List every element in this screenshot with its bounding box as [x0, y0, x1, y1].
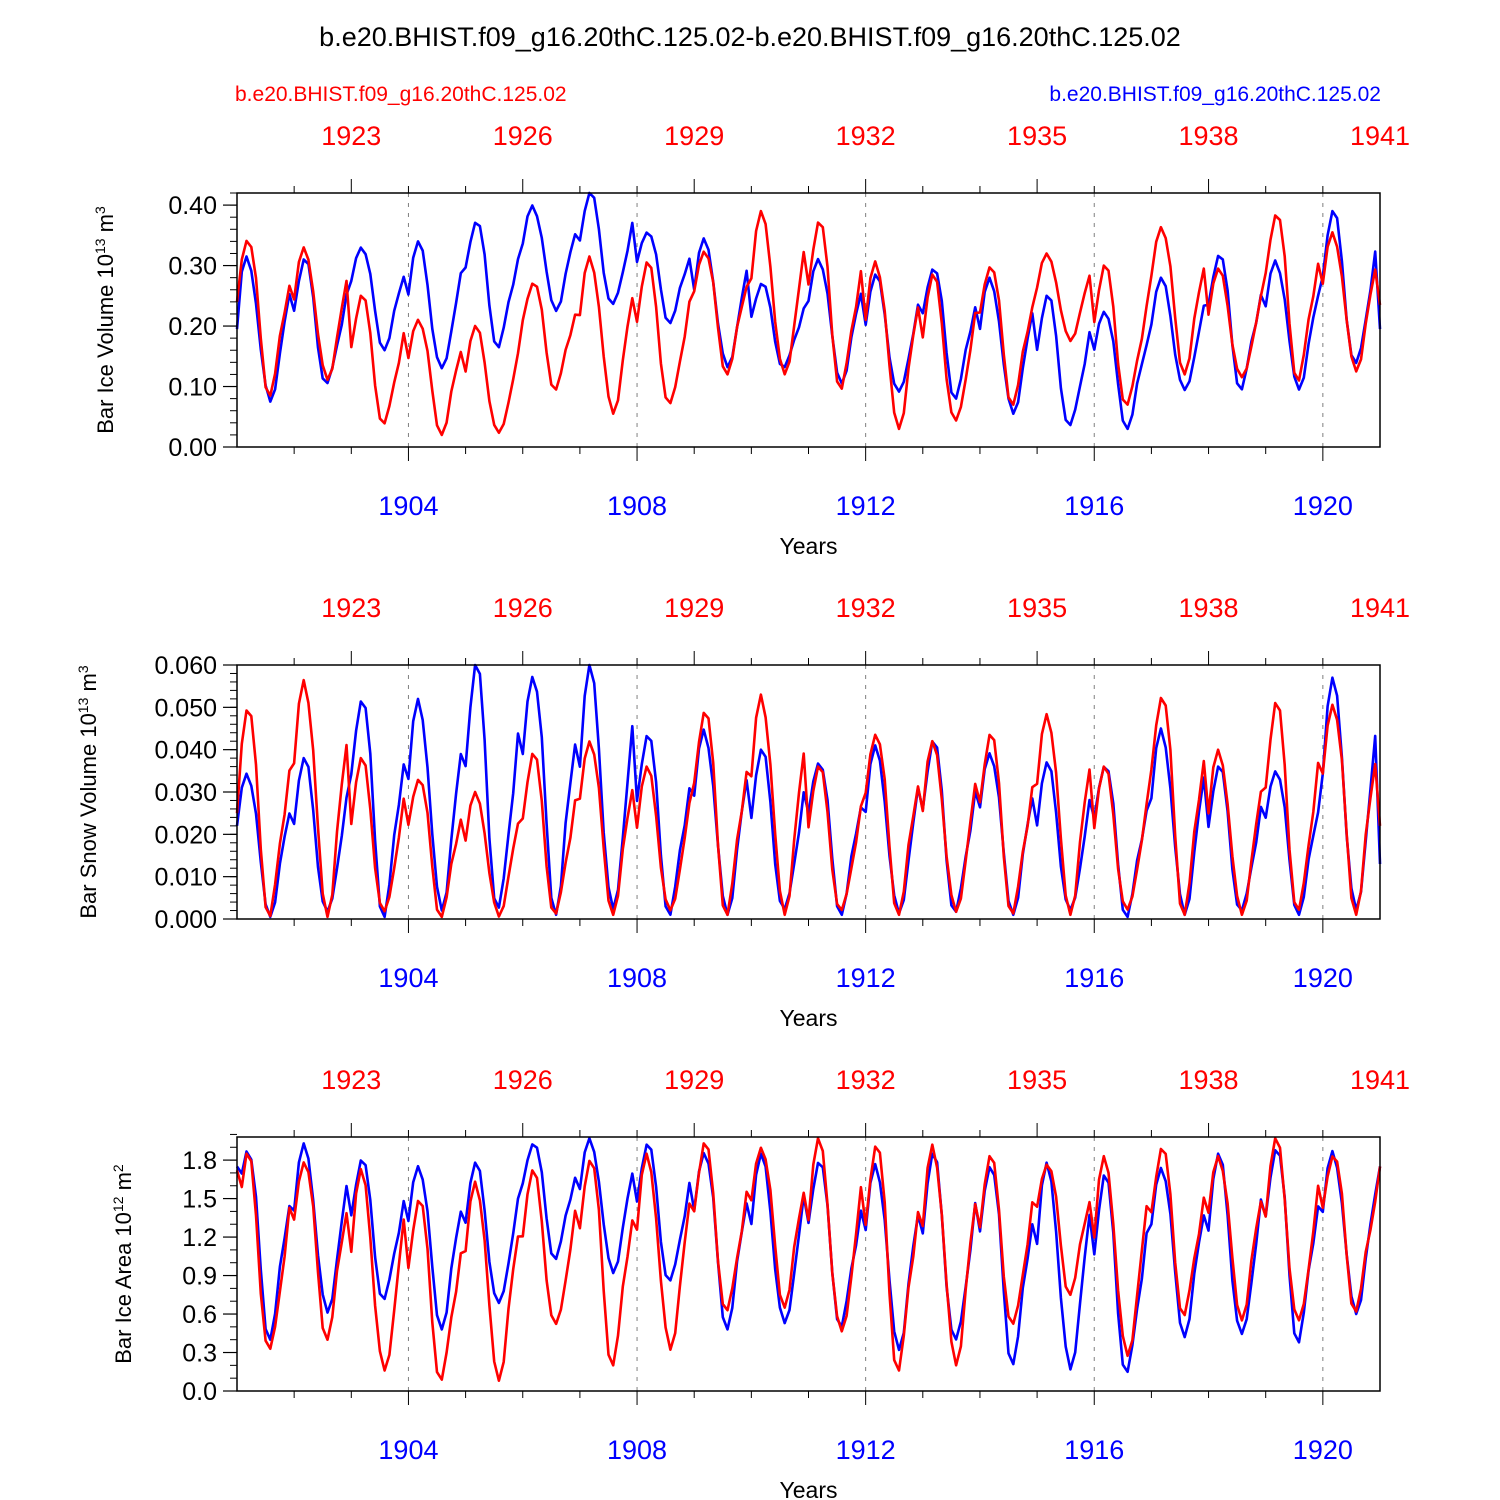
x-tick-label-bottom: 1908: [607, 491, 667, 521]
chart-panels: 0.00 0.10 0.20 0.30 0.40 1904 1908 1912 1916 1920…: [75, 121, 1410, 1500]
x-tick-label-top: 1923: [321, 121, 381, 151]
x-tick-label-top: 1926: [493, 1065, 553, 1095]
y-tick-label: 0.060: [154, 652, 217, 680]
legend-label-red: b.e20.BHIST.f09_g16.20thC.125.02: [235, 83, 567, 106]
x-tick-label-bottom: 1916: [1064, 1435, 1124, 1465]
x-tick-label-top: 1935: [1007, 593, 1067, 623]
y-tick-label: 0.30: [168, 253, 217, 281]
x-tick-label-top: 1929: [664, 121, 724, 151]
chart-panel-1: 0.00 0.10 0.20 0.30 0.40 1904 1908 1912 1916 1920…: [92, 121, 1410, 559]
legend-label-blue: b.e20.BHIST.f09_g16.20thC.125.02: [1049, 83, 1381, 106]
x-tick-label-top: 1935: [1007, 121, 1067, 151]
chart-panel-3: 0.0 0.3 0.6 0.9 1.2 1.5 1.8 1904 1908 1912 1916 192…: [110, 1065, 1410, 1500]
y-tick-label: 0.6: [182, 1301, 217, 1329]
x-tick-label-top: 1938: [1179, 1065, 1239, 1095]
x-tick-label-bottom: 1904: [378, 963, 438, 993]
series-line-blue: [235, 663, 1382, 919]
series-line-red: [235, 209, 1382, 437]
x-tick-label-top: 1935: [1007, 1065, 1067, 1095]
x-axis-label: Years: [780, 1477, 838, 1500]
series-line-red: [235, 678, 1382, 919]
chart-panel-2: 0.000 0.010 0.020 0.030 0.040 0.050 0.060 1904 1…: [75, 593, 1410, 1031]
x-tick-label-bottom: 1904: [378, 491, 438, 521]
x-axis-label: Years: [780, 1005, 838, 1031]
series-line-blue: [235, 191, 1382, 431]
y-tick-label: 1.5: [182, 1186, 217, 1214]
y-tick-label: 0.0: [182, 1378, 217, 1406]
x-tick-label-bottom: 1920: [1293, 963, 1353, 993]
x-tick-label-bottom: 1912: [836, 1435, 896, 1465]
y-tick-label: 0.10: [168, 374, 217, 402]
y-tick-label: 1.2: [182, 1224, 217, 1252]
y-tick-label: 0.020: [154, 821, 217, 849]
x-tick-label-top: 1938: [1179, 593, 1239, 623]
plot-frame: [236, 192, 1381, 448]
y-tick-label: 0.9: [182, 1263, 217, 1291]
x-tick-label-top: 1929: [664, 593, 724, 623]
series-line-blue: [235, 1137, 1382, 1374]
y-tick-label: 0.40: [168, 192, 217, 220]
figure-title: b.e20.BHIST.f09_g16.20thC.125.02-b.e20.B…: [319, 22, 1181, 52]
x-tick-label-top: 1932: [836, 593, 896, 623]
y-tick-label: 0.040: [154, 737, 217, 765]
y-tick-label: 0.20: [168, 313, 217, 341]
y-tick-label: 0.010: [154, 864, 217, 892]
x-tick-label-bottom: 1916: [1064, 963, 1124, 993]
x-tick-label-top: 1923: [321, 1065, 381, 1095]
x-tick-label-bottom: 1904: [378, 1435, 438, 1465]
x-tick-label-top: 1938: [1179, 121, 1239, 151]
x-tick-label-top: 1941: [1350, 593, 1410, 623]
x-tick-label-top: 1941: [1350, 121, 1410, 151]
x-tick-label-bottom: 1920: [1293, 491, 1353, 521]
x-tick-label-top: 1932: [836, 1065, 896, 1095]
plot-frame: [236, 664, 1381, 920]
x-tick-label-bottom: 1920: [1293, 1435, 1353, 1465]
y-tick-label: 0.00: [168, 434, 217, 462]
y-tick-label: 0.050: [154, 694, 217, 722]
x-tick-label-bottom: 1908: [607, 963, 667, 993]
x-tick-label-top: 1941: [1350, 1065, 1410, 1095]
series-line-red: [235, 1137, 1382, 1382]
y-axis-label: Bar Snow Volume 1013 m3: [75, 665, 101, 919]
x-tick-label-bottom: 1908: [607, 1435, 667, 1465]
x-tick-label-top: 1929: [664, 1065, 724, 1095]
x-tick-label-top: 1923: [321, 593, 381, 623]
x-tick-label-bottom: 1912: [836, 491, 896, 521]
x-tick-label-top: 1926: [493, 121, 553, 151]
y-tick-label: 0.030: [154, 779, 217, 807]
y-tick-label: 1.8: [182, 1147, 217, 1175]
x-tick-label-top: 1926: [493, 593, 553, 623]
x-tick-label-bottom: 1912: [836, 963, 896, 993]
y-tick-label: 0.000: [154, 906, 217, 934]
y-axis-label: Bar Ice Area 1012 m2: [110, 1164, 136, 1364]
x-axis-label: Years: [780, 533, 838, 559]
y-tick-label: 0.3: [182, 1340, 217, 1368]
y-axis-label: Bar Ice Volume 1013 m3: [92, 206, 118, 434]
x-tick-label-top: 1932: [836, 121, 896, 151]
x-tick-label-bottom: 1916: [1064, 491, 1124, 521]
